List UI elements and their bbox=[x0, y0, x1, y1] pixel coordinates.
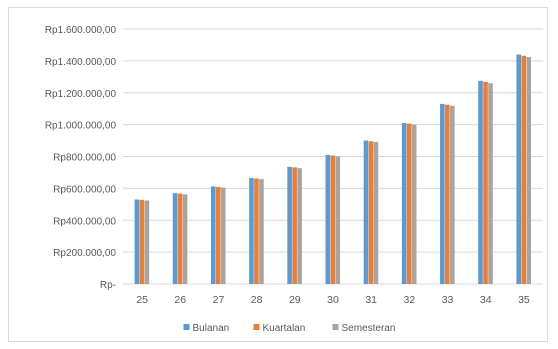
bar-bulanan bbox=[478, 80, 483, 284]
y-tick-label: Rp1.000.000,00 bbox=[45, 121, 117, 132]
bar-kuartalan bbox=[215, 186, 221, 284]
y-tick-label: Rp1.200.000,00 bbox=[45, 89, 117, 100]
bar-semesteran bbox=[335, 156, 341, 284]
y-tick-label: Rp- bbox=[100, 280, 116, 291]
legend-label-kuartalan: Kuartalan bbox=[263, 323, 306, 334]
y-tick-label: Rp200.000,00 bbox=[53, 248, 116, 259]
bar-bulanan bbox=[363, 140, 369, 284]
bar-bulanan bbox=[516, 54, 522, 284]
x-tick-label: 31 bbox=[365, 294, 377, 306]
x-axis-tick-labels: 25 26 27 28 29 30 31 32 33 34 35 bbox=[136, 294, 530, 306]
x-tick-label: 33 bbox=[442, 294, 454, 306]
bar-bulanan bbox=[440, 103, 445, 284]
legend-label-semesteran: Semesteran bbox=[342, 323, 396, 334]
bar-kuartalan bbox=[483, 81, 488, 284]
y-tick-label: Rp600.000,00 bbox=[53, 184, 116, 195]
x-tick-label: 25 bbox=[136, 294, 148, 306]
x-tick-label: 26 bbox=[174, 294, 186, 306]
bar-kuartalan bbox=[254, 178, 259, 284]
x-tick-label: 35 bbox=[518, 294, 530, 306]
bar-kuartalan bbox=[292, 167, 297, 284]
gridlines bbox=[123, 28, 543, 285]
legend: Bulanan Kuartalan Semesteran bbox=[183, 323, 396, 334]
chart-frame bbox=[8, 7, 548, 342]
bar-semesteran bbox=[144, 200, 150, 284]
y-tick-label: Rp400.000,00 bbox=[53, 216, 116, 227]
x-tick-label: 34 bbox=[480, 294, 492, 306]
bar-kuartalan bbox=[406, 123, 412, 284]
legend-swatch-bulanan bbox=[183, 324, 190, 330]
bar-semesteran bbox=[220, 187, 226, 284]
bar-semesteran bbox=[373, 141, 379, 284]
bar-semesteran bbox=[450, 105, 455, 284]
x-tick-label: 29 bbox=[289, 294, 301, 306]
bar-bulanan bbox=[401, 123, 407, 284]
bar-bulanan bbox=[172, 193, 178, 284]
bar-semesteran bbox=[259, 179, 264, 284]
bar-semesteran bbox=[488, 83, 493, 284]
bars bbox=[134, 54, 532, 285]
y-axis-tick-labels: Rp- Rp200.000,00 Rp400.000,00 Rp600.000,00 R… bbox=[45, 25, 117, 291]
y-tick-label: Rp1.400.000,00 bbox=[45, 57, 117, 68]
legend-swatch-semesteran bbox=[332, 324, 339, 330]
bar-semesteran bbox=[297, 168, 302, 284]
bar-bulanan bbox=[325, 154, 331, 284]
bar-kuartalan bbox=[521, 55, 527, 285]
bar-kuartalan bbox=[139, 199, 145, 284]
x-tick-label: 27 bbox=[213, 294, 225, 306]
bar-semesteran bbox=[411, 124, 417, 284]
legend-label-bulanan: Bulanan bbox=[193, 323, 230, 334]
y-tick-label: Rp1.600.000,00 bbox=[45, 25, 117, 36]
bar-kuartalan bbox=[330, 155, 336, 284]
bar-bulanan bbox=[134, 199, 140, 284]
bar-bulanan bbox=[210, 186, 216, 284]
bar-semesteran bbox=[526, 57, 532, 284]
bar-bulanan bbox=[249, 178, 254, 284]
y-tick-label: Rp800.000,00 bbox=[53, 153, 116, 164]
x-tick-label: 30 bbox=[327, 294, 339, 306]
bar-kuartalan bbox=[177, 193, 183, 284]
x-tick-label: 28 bbox=[251, 294, 263, 306]
bar-kuartalan bbox=[445, 104, 450, 284]
x-tick-label: 32 bbox=[404, 294, 416, 306]
bar-semesteran bbox=[182, 194, 188, 284]
legend-swatch-kuartalan bbox=[253, 324, 260, 330]
bar-kuartalan bbox=[368, 141, 374, 284]
bar-bulanan bbox=[287, 166, 292, 284]
